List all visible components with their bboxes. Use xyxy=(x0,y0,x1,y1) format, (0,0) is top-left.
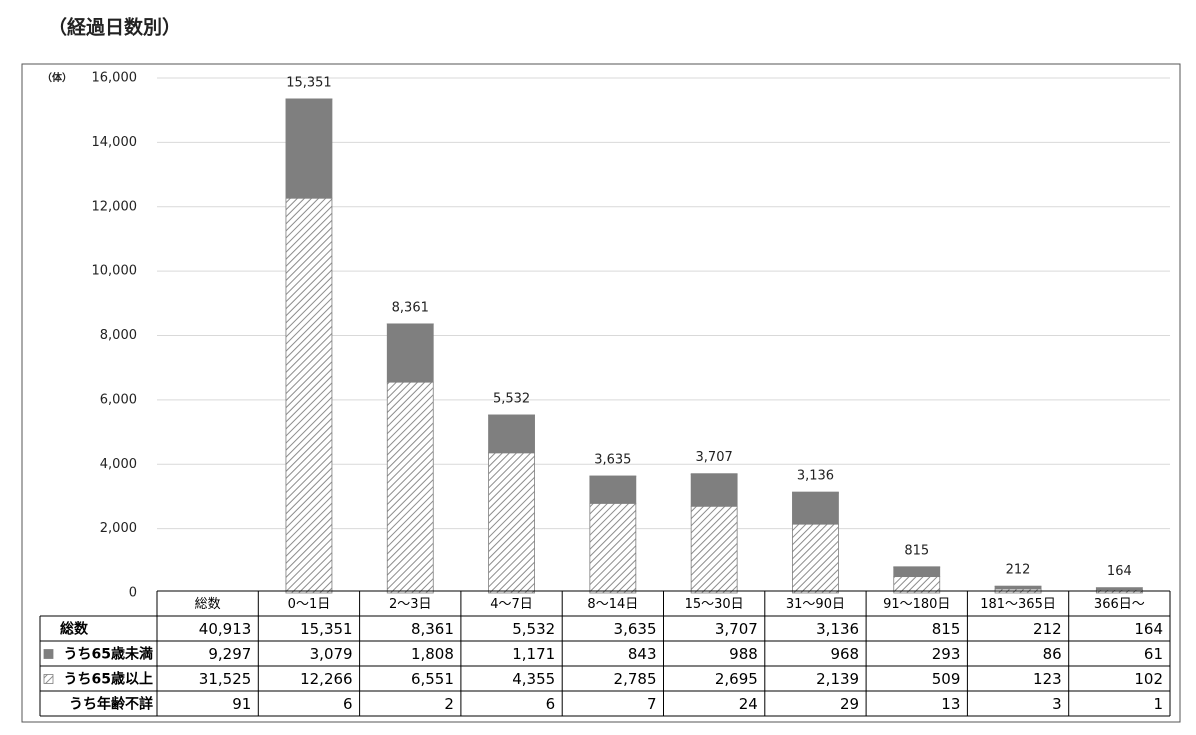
table-cell: 3,707 xyxy=(715,620,758,638)
data-label: 5,532 xyxy=(493,391,530,406)
x-tick-label: 181～365日 xyxy=(980,597,1056,612)
table-cell: 86 xyxy=(1043,645,1062,663)
y-tick-label: 2,000 xyxy=(100,521,137,536)
data-label: 3,635 xyxy=(594,452,631,467)
bar-segment xyxy=(690,474,738,507)
bar-segment xyxy=(690,473,738,475)
table-cell: 1,808 xyxy=(411,645,454,663)
table-cell: 123 xyxy=(1033,670,1062,688)
y-tick-label: 4,000 xyxy=(100,457,137,472)
y-tick-label: 8,000 xyxy=(100,328,137,343)
table-cell: 164 xyxy=(1134,620,1163,638)
table-cell: 6 xyxy=(343,695,353,713)
bar-segment xyxy=(792,492,839,525)
data-label: 8,361 xyxy=(392,300,429,315)
bar-segment xyxy=(488,414,535,454)
table-cell: 1,171 xyxy=(512,645,555,663)
x-tick-label: 15～30日 xyxy=(685,597,744,612)
table-cell: 212 xyxy=(1033,620,1062,638)
table-cell: 31,525 xyxy=(199,670,252,688)
table-cell: 91 xyxy=(232,695,251,713)
table-cell: 3,136 xyxy=(816,620,859,638)
x-tick-label: 4～7日 xyxy=(490,597,533,612)
data-label: 815 xyxy=(904,543,929,558)
table-cell: 293 xyxy=(932,645,961,663)
table-cell: 968 xyxy=(830,645,859,663)
x-tick-label: 8～14日 xyxy=(587,597,638,612)
data-label: 164 xyxy=(1107,564,1132,579)
table-cell: 3 xyxy=(1052,695,1062,713)
table-cell: 843 xyxy=(628,645,657,663)
data-label: 212 xyxy=(1006,563,1031,578)
table-cell: 40,913 xyxy=(199,620,252,638)
table-cell: 3,079 xyxy=(310,645,353,663)
table-cell: 2,785 xyxy=(614,670,657,688)
bar-segment xyxy=(285,197,333,594)
table-cell: 988 xyxy=(729,645,758,663)
y-tick-label: 0 xyxy=(129,586,137,601)
table-cell: 6 xyxy=(546,695,556,713)
data-label: 3,707 xyxy=(696,450,733,465)
y-tick-label: 14,000 xyxy=(92,135,138,150)
table-cell: 5,532 xyxy=(512,620,555,638)
x-tick-label: 31～90日 xyxy=(786,597,845,612)
bar-segment xyxy=(690,505,738,594)
table-cell: 2,695 xyxy=(715,670,758,688)
table-cell: 8,361 xyxy=(411,620,454,638)
chart-title: （経過日数別） xyxy=(48,16,181,39)
table-cell: 29 xyxy=(840,695,859,713)
table-cell: 2 xyxy=(444,695,454,713)
x-tick-label: 2～3日 xyxy=(389,597,432,612)
data-label: 15,351 xyxy=(286,75,332,90)
table-cell: 9,297 xyxy=(208,645,251,663)
x-tick-label: 91～180日 xyxy=(883,597,950,612)
x-tick-label: 0～1日 xyxy=(288,597,331,612)
y-unit: （体） xyxy=(42,71,72,84)
bar-segment xyxy=(792,491,839,494)
legend-swatch xyxy=(43,649,54,659)
table-cell: 15,351 xyxy=(300,620,353,638)
bar-segment xyxy=(589,475,637,504)
bar-segment xyxy=(792,523,839,594)
y-tick-label: 10,000 xyxy=(92,264,138,279)
legend-label: うち65歳未満 xyxy=(64,646,153,663)
table-cell: 6,551 xyxy=(411,670,454,688)
y-tick-label: 12,000 xyxy=(92,199,138,214)
x-tick-label: 366日～ xyxy=(1094,597,1145,612)
table-cell: 102 xyxy=(1134,670,1163,688)
table-cell: 24 xyxy=(739,695,758,713)
bar-segment xyxy=(994,585,1042,590)
table-cell: 3,635 xyxy=(614,620,657,638)
bar-segment xyxy=(589,502,637,594)
y-tick-label: 16,000 xyxy=(92,71,138,86)
bar-segment xyxy=(893,566,941,578)
x-tick-label: 総数 xyxy=(195,597,221,612)
bar-segment xyxy=(386,323,434,383)
table-cell: 4,355 xyxy=(512,670,555,688)
bar-segment xyxy=(488,452,535,594)
table-cell: 61 xyxy=(1144,645,1163,663)
legend-label: うち65歳以上 xyxy=(64,671,153,688)
table-cell: 815 xyxy=(932,620,961,638)
table-cell: 509 xyxy=(932,670,961,688)
legend-swatch xyxy=(43,674,54,684)
frame xyxy=(21,63,1181,723)
table-cell: 7 xyxy=(647,695,657,713)
table-cell: 12,266 xyxy=(300,670,353,688)
legend-label: うち年齢不詳 xyxy=(69,696,153,713)
table-cell: 1 xyxy=(1153,695,1163,713)
bar-segment xyxy=(386,381,434,594)
bar-segment xyxy=(285,98,333,199)
y-tick-label: 6,000 xyxy=(100,392,137,407)
legend-label: 総数 xyxy=(60,621,89,638)
table-cell: 2,139 xyxy=(816,670,859,688)
data-label: 3,136 xyxy=(797,469,834,484)
table-cell: 13 xyxy=(941,695,960,713)
